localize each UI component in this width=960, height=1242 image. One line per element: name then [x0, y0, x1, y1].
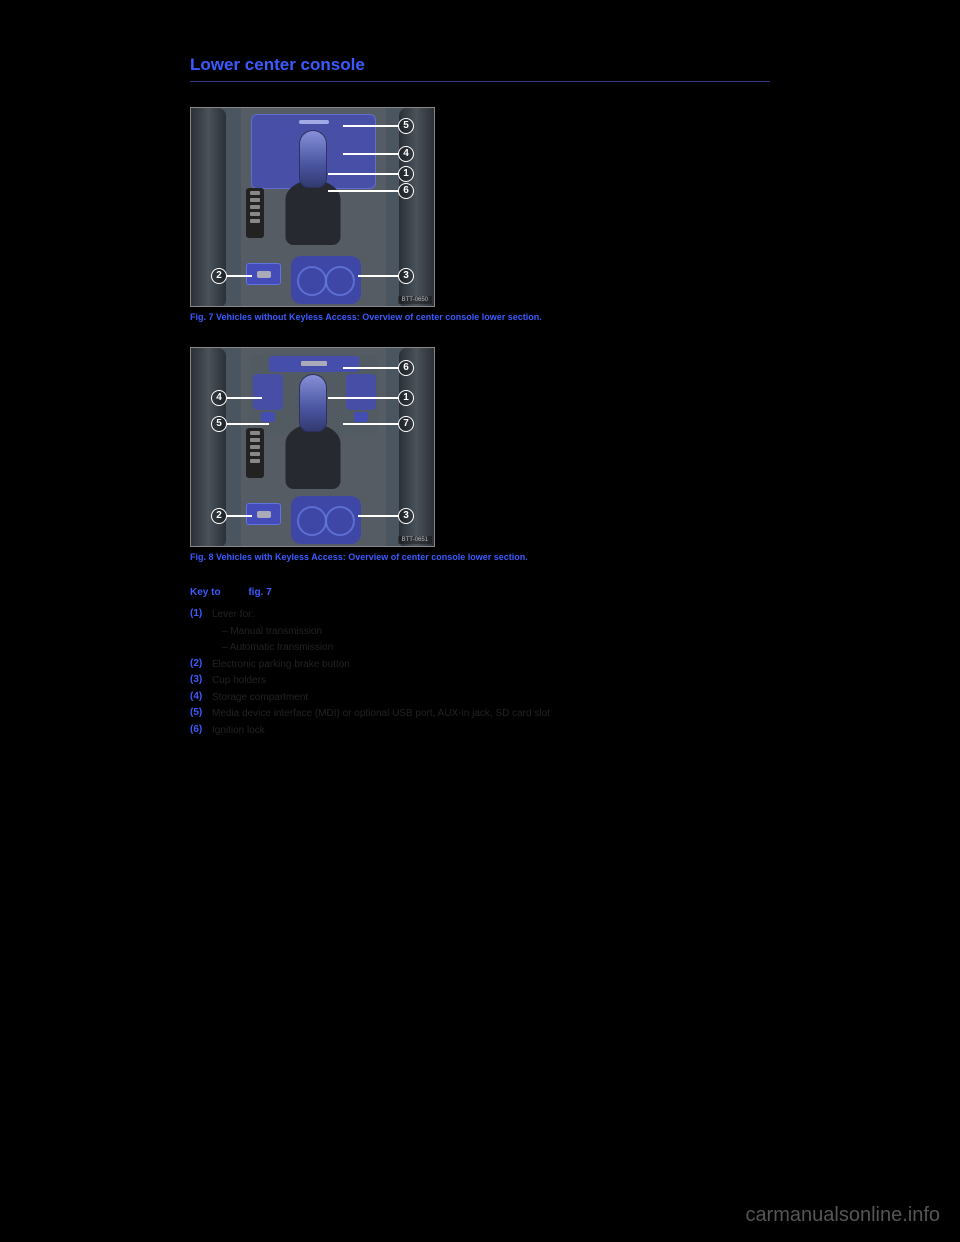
callout-6-icon: 6 — [398, 360, 414, 376]
key-item-subdesc: – Automatic transmission — [222, 641, 770, 655]
figure-7: 5 4 1 6 2 3 BTT-0650 Fig. 7 Vehicles wit… — [190, 107, 770, 322]
figure-8-caption: Fig. 8 Vehicles with Keyless Access: Ove… — [190, 552, 770, 562]
key-item-desc: Storage compartment — [212, 691, 308, 705]
key-item-number: (2) — [190, 658, 212, 672]
callout-2-icon: 2 — [211, 508, 227, 524]
figure-8-tag: BTT-0651 — [398, 536, 432, 544]
watermark: carmanualsonline.info — [745, 1204, 940, 1227]
callout-1-icon: 1 — [398, 166, 414, 182]
key-item-number: (5) — [190, 707, 212, 721]
page-title: Lower center console — [190, 55, 770, 82]
callout-2-icon: 2 — [211, 268, 227, 284]
key-item-number: (3) — [190, 674, 212, 688]
callout-3-icon: 3 — [398, 268, 414, 284]
callout-7-icon: 7 — [398, 416, 414, 432]
callout-5-icon: 5 — [398, 118, 414, 134]
key-item-subdesc: – Manual transmission — [222, 625, 770, 639]
callout-4-icon: 4 — [211, 390, 227, 406]
figure-7-caption: Fig. 7 Vehicles without Keyless Access: … — [190, 312, 770, 322]
key-item-desc: Cup holders — [212, 674, 266, 688]
figure-7-tag: BTT-0650 — [398, 296, 432, 304]
callout-5-icon: 5 — [211, 416, 227, 432]
key-item-desc: Electronic parking brake button — [212, 658, 350, 672]
callout-4-icon: 4 — [398, 146, 414, 162]
key-item-number: (4) — [190, 691, 212, 705]
callout-6-icon: 6 — [398, 183, 414, 199]
figure-8: 6 1 7 4 5 2 3 BTT-0651 Fig. 8 Vehicles w… — [190, 347, 770, 562]
figure-7-image: 5 4 1 6 2 3 BTT-0650 — [190, 107, 435, 307]
key-item-number: (1) — [190, 608, 212, 622]
figure-8-image: 6 1 7 4 5 2 3 BTT-0651 — [190, 347, 435, 547]
key-item-number: (6) — [190, 724, 212, 738]
key-item-desc: Ignition lock — [212, 724, 265, 738]
key-item-desc: Lever for: — [212, 608, 254, 622]
callout-1-icon: 1 — [398, 390, 414, 406]
key-list: (1)Lever for: – Manual transmission – Auto… — [190, 608, 770, 737]
callout-3-icon: 3 — [398, 508, 414, 524]
key-header: Key to fig. 7 — [190, 587, 770, 598]
key-item-desc: Media device interface (MDI) or optional… — [212, 707, 550, 721]
